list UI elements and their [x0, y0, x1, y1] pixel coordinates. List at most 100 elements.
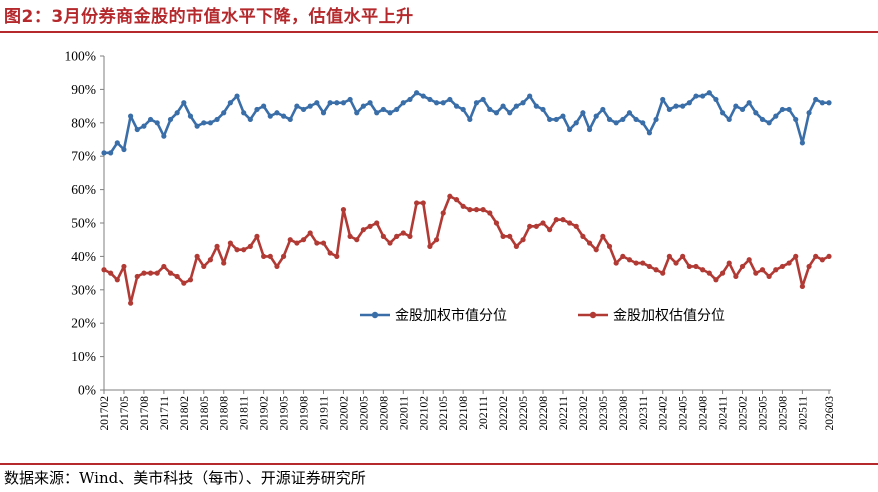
- data-point: [453, 197, 460, 203]
- data-point: [447, 96, 453, 103]
- data-point: [187, 113, 194, 119]
- data-point: [640, 120, 646, 126]
- data-point: [719, 110, 726, 116]
- data-point: [400, 230, 406, 236]
- data-point: [680, 253, 686, 259]
- data-point: [114, 140, 120, 146]
- data-point: [586, 126, 593, 133]
- data-point: [287, 237, 293, 243]
- x-tick-label: 201908: [299, 396, 311, 431]
- data-point: [806, 263, 812, 270]
- data-point: [374, 220, 380, 226]
- data-point: [653, 116, 659, 123]
- x-tick-label: 201808: [219, 396, 231, 431]
- data-point: [626, 110, 633, 116]
- data-point: [626, 257, 633, 263]
- data-point: [241, 247, 247, 253]
- x-tick-label: 201708: [139, 396, 151, 431]
- y-tick-label: 30%: [71, 282, 96, 297]
- x-tick-label: 202011: [398, 396, 410, 430]
- data-point: [706, 90, 712, 96]
- x-tick-label: 202002: [338, 396, 350, 431]
- data-point: [433, 237, 440, 243]
- data-point: [753, 110, 759, 116]
- data-point: [467, 207, 473, 213]
- data-point: [673, 103, 679, 109]
- data-point: [453, 103, 460, 109]
- data-point: [414, 200, 420, 206]
- data-point: [473, 207, 480, 213]
- x-tick-label: 202202: [498, 396, 510, 431]
- data-point: [314, 100, 320, 106]
- legend-item-valuation: 金股加权估值分位: [578, 308, 725, 324]
- data-point: [280, 113, 287, 119]
- data-point: [513, 243, 519, 249]
- data-point: [673, 260, 679, 266]
- data-point: [134, 273, 140, 280]
- data-point: [387, 240, 393, 246]
- data-point: [108, 270, 114, 276]
- data-point: [680, 103, 686, 109]
- data-point: [460, 203, 466, 209]
- data-point: [427, 243, 433, 249]
- data-point: [287, 116, 293, 123]
- data-point: [507, 233, 513, 239]
- data-point: [181, 100, 187, 106]
- data-point: [221, 260, 227, 266]
- data-point: [573, 223, 579, 229]
- data-point: [167, 270, 174, 276]
- x-tick-label: 202302: [578, 396, 590, 431]
- data-point: [739, 263, 746, 270]
- data-point: [640, 260, 646, 266]
- data-point: [234, 93, 240, 99]
- data-point: [759, 116, 766, 123]
- x-tick-label: 202311: [638, 396, 650, 430]
- data-point: [354, 237, 360, 243]
- data-point: [766, 120, 772, 126]
- x-tick-label: 202211: [558, 396, 570, 430]
- data-point: [460, 106, 466, 113]
- x-tick-label: 202005: [358, 396, 370, 431]
- data-point: [174, 273, 180, 280]
- data-point: [320, 240, 327, 246]
- data-point: [420, 93, 426, 99]
- data-point: [141, 123, 147, 129]
- data-point: [400, 100, 406, 106]
- data-point: [746, 257, 752, 263]
- data-point: [227, 240, 233, 246]
- x-tick-label: 201705: [119, 396, 131, 431]
- data-point: [786, 260, 792, 266]
- data-point: [420, 200, 426, 206]
- data-point: [759, 267, 766, 273]
- series-market-cap-percentile: [101, 90, 832, 156]
- data-point: [440, 100, 446, 106]
- data-point: [161, 133, 167, 139]
- data-point: [753, 270, 759, 276]
- data-point: [294, 240, 300, 246]
- data-point: [360, 227, 366, 233]
- x-tick-label: 202105: [438, 396, 450, 431]
- x-tick-label: 201905: [279, 396, 291, 431]
- data-point: [713, 277, 719, 283]
- data-point: [719, 270, 726, 276]
- data-point: [407, 96, 413, 103]
- data-point: [234, 247, 240, 253]
- data-point: [340, 207, 347, 213]
- chart-axes: 0% 10% 20% 30% 40% 50% 60% 70% 80% 90% 100% 201702 2…: [65, 49, 837, 431]
- data-point: [221, 110, 227, 116]
- data-point: [440, 210, 446, 216]
- data-point: [187, 277, 194, 283]
- x-tick-label: 202603: [824, 396, 836, 431]
- data-point: [533, 103, 539, 109]
- data-point: [407, 233, 413, 239]
- data-point: [161, 263, 167, 270]
- x-tick-label: 202505: [757, 396, 769, 431]
- x-tick-label: 202405: [678, 396, 690, 431]
- data-point: [706, 270, 712, 276]
- data-point: [507, 110, 513, 116]
- data-point: [527, 223, 533, 229]
- data-point: [819, 257, 825, 263]
- data-point: [300, 237, 307, 243]
- data-point: [294, 103, 300, 109]
- x-tick-label: 201902: [259, 396, 271, 431]
